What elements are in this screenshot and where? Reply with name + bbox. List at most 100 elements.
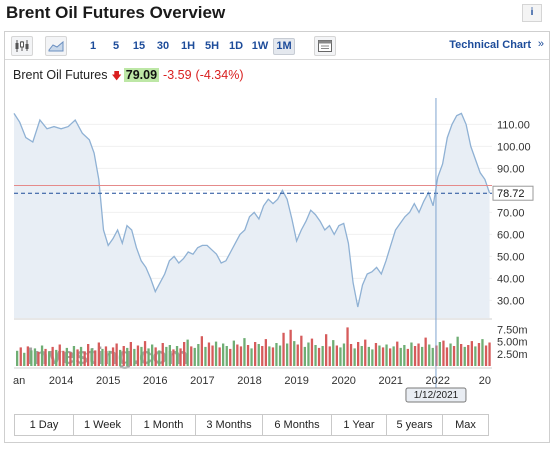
volume-bar xyxy=(339,347,342,366)
volume-bar xyxy=(385,344,388,366)
volume-bar xyxy=(90,348,93,366)
volume-bar xyxy=(278,345,282,366)
timeframe-5h[interactable]: 5H xyxy=(204,40,220,52)
timeframe-1d[interactable]: 1D xyxy=(228,40,244,52)
volume-bar xyxy=(460,344,463,366)
volume-bar xyxy=(257,344,260,366)
price-tick-label: 70.00 xyxy=(497,207,525,219)
volume-bar xyxy=(396,341,399,366)
chart-settings-button[interactable] xyxy=(314,36,336,56)
volume-bar xyxy=(214,341,218,366)
price-tick-label: 100.00 xyxy=(497,141,531,153)
volume-bar xyxy=(321,346,324,366)
volume-bar xyxy=(310,338,314,366)
volume-bar xyxy=(119,349,122,366)
volume-bar xyxy=(133,348,136,366)
price-tick-label: 40.00 xyxy=(497,273,525,285)
period-1-week[interactable]: 1 Week xyxy=(73,414,132,436)
timeframe-15[interactable]: 15 xyxy=(132,40,146,52)
technical-chart-link[interactable]: Technical Chart xyxy=(449,39,531,51)
timeframe-30[interactable]: 30 xyxy=(156,40,170,52)
time-tick-label: an xyxy=(13,375,25,387)
timeframe-1w[interactable]: 1W xyxy=(251,40,269,52)
volume-bar xyxy=(136,345,140,366)
volume-bar xyxy=(456,336,459,366)
volume-bar xyxy=(463,346,466,366)
volume-bar xyxy=(222,343,225,366)
period-1-day[interactable]: 1 Day xyxy=(14,414,74,436)
volume-bar xyxy=(367,346,370,366)
period-1-year[interactable]: 1 Year xyxy=(331,414,387,436)
volume-bar xyxy=(371,349,374,366)
period-5-years[interactable]: 5 years xyxy=(386,414,443,436)
volume-bar xyxy=(193,347,196,366)
volume-bar xyxy=(346,327,349,366)
page-title: Brent Oil Futures Overview xyxy=(6,3,226,22)
volume-bar xyxy=(392,346,395,366)
volume-bar xyxy=(296,344,299,366)
volume-bar xyxy=(168,345,171,366)
time-tick-label: 2018 xyxy=(237,375,261,387)
volume-bar xyxy=(342,343,346,366)
volume-bar xyxy=(140,346,143,366)
volume-bar xyxy=(30,350,33,366)
period-3-months[interactable]: 3 Months xyxy=(195,414,263,436)
volume-bar xyxy=(293,341,296,366)
volume-bar xyxy=(289,329,292,366)
crosshair-date-tag: 1/12/2021 xyxy=(405,387,467,403)
volume-bar xyxy=(165,346,168,366)
period-1-month[interactable]: 1 Month xyxy=(131,414,196,436)
volume-bar xyxy=(129,342,132,366)
volume-bar xyxy=(381,347,385,366)
volume-bar xyxy=(470,341,473,366)
investing-watermark: Investing.com xyxy=(27,343,188,370)
timeframe-1[interactable]: 1 xyxy=(89,40,97,52)
price-change: -3.59 xyxy=(163,68,192,82)
info-button[interactable]: i xyxy=(522,4,542,22)
price-chart[interactable]: 110.00100.0090.0080.0070.0060.0050.0040.… xyxy=(5,32,549,412)
volume-bar xyxy=(303,346,306,366)
volume-bar xyxy=(271,347,275,366)
period-max[interactable]: Max xyxy=(442,414,489,436)
double-chevron-right-icon[interactable]: » xyxy=(537,38,544,50)
volume-bar xyxy=(229,348,232,366)
volume-bar xyxy=(115,343,118,366)
volume-bar xyxy=(250,348,253,366)
volume-bar xyxy=(161,343,164,366)
volume-bar xyxy=(364,339,367,366)
volume-bar xyxy=(83,351,86,366)
volume-bar xyxy=(314,345,317,366)
volume-bar xyxy=(19,347,22,366)
volume-bar xyxy=(37,351,40,366)
time-tick-label: 2019 xyxy=(284,375,308,387)
volume-bar xyxy=(307,342,310,366)
volume-bar xyxy=(51,346,54,366)
volume-bar xyxy=(218,347,221,366)
time-axis: an 2014 2015 2016 2017 2018 2019 2020 2021 2022 20 xyxy=(13,375,491,387)
volume-bar xyxy=(72,346,76,366)
volume-bar xyxy=(126,347,129,366)
candlestick-chart-button[interactable] xyxy=(11,36,33,56)
volume-bar xyxy=(236,344,239,366)
price-axis: 110.00100.0090.0080.0070.0060.0050.0040.… xyxy=(497,119,531,307)
timeframe-1m[interactable]: 1M xyxy=(273,38,295,55)
volume-bar xyxy=(211,345,214,366)
volume-bar xyxy=(424,337,427,366)
volume-tick-label: 5.00m xyxy=(497,337,528,349)
volume-bar xyxy=(26,346,29,366)
timeframe-1h[interactable]: 1H xyxy=(180,40,196,52)
volume-bar xyxy=(186,339,189,366)
volume-bar xyxy=(410,342,413,366)
price-line xyxy=(13,112,491,308)
period-6-months[interactable]: 6 Months xyxy=(262,414,332,436)
volume-bar xyxy=(477,343,481,366)
timeframe-5[interactable]: 5 xyxy=(112,40,120,52)
volume-bar xyxy=(76,349,79,366)
price-change-percent: (-4.34%) xyxy=(195,68,244,82)
time-tick-label: 2022 xyxy=(426,375,450,387)
volume-bar xyxy=(442,340,445,366)
candlestick-icon xyxy=(15,40,29,52)
volume-bar xyxy=(428,344,431,366)
area-chart-button[interactable] xyxy=(45,36,67,56)
